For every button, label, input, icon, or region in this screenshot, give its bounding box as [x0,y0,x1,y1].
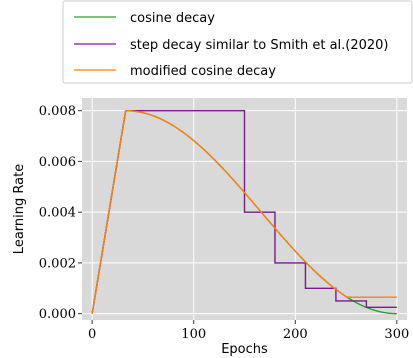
legend-entry-1: step decay similar to Smith et al.(2020) [74,38,389,53]
x-tick-label: 0 [88,327,96,342]
y-tick-label: 0.002 [39,256,76,271]
series-line-1 [91,109,397,314]
x-axis-ticks: 0 100 200 300 [88,320,409,342]
x-tick-label: 300 [384,327,409,342]
series-lines [91,109,397,315]
x-axis-label: Epochs [221,342,268,357]
legend-entry-0: cosine decay [74,11,215,26]
legend-label-0: cosine decay [130,11,215,26]
y-tick-label: 0.000 [39,307,76,322]
y-axis-ticks: 0.000 0.002 0.004 0.006 0.008 [39,104,82,322]
x-tick-label: 200 [283,327,308,342]
y-tick-label: 0.004 [39,206,76,221]
legend-label-2: modified cosine decay [130,64,276,79]
x-tick-label: 100 [181,327,206,342]
y-axis-label: Learning Rate [12,164,27,254]
legend: cosine decay step decay similar to Smith… [62,0,413,84]
legend-label-1: step decay similar to Smith et al.(2020) [130,38,389,53]
y-tick-label: 0.008 [39,104,76,119]
legend-frame [62,0,413,84]
legend-entry-2: modified cosine decay [74,64,276,79]
series-line-2 [91,109,397,314]
y-tick-label: 0.006 [39,155,76,170]
